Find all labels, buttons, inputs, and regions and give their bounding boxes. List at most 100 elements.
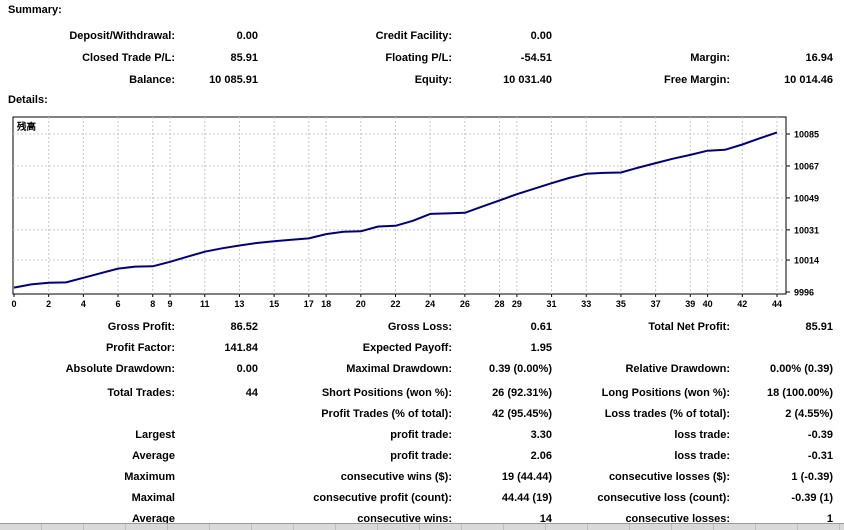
label-cell: Maximal Drawdown: bbox=[346, 363, 452, 375]
label-cell: Average bbox=[131, 513, 175, 525]
label-cell: Largest bbox=[135, 429, 175, 441]
stats-row: Maximum consecutive wins ($): 19 (44.44) co… bbox=[0, 467, 844, 488]
y-tick-label: 9996 bbox=[794, 288, 814, 298]
label-cell: Average bbox=[131, 450, 175, 462]
x-tick-label: 44 bbox=[772, 299, 782, 309]
stats-row: Total Trades: 44 Short Positions (won %): 2… bbox=[0, 383, 844, 404]
value-cell: -0.39 (1) bbox=[791, 492, 833, 504]
x-tick-label: 11 bbox=[200, 299, 210, 309]
value-cell: 42 (95.45%) bbox=[492, 408, 552, 420]
stats-row: Average consecutive wins: 14 consecutive lo… bbox=[0, 509, 844, 530]
x-tick-label: 18 bbox=[321, 299, 331, 309]
x-tick-label: 24 bbox=[425, 299, 435, 309]
summary-row: Deposit/Withdrawal: 0.00 Credit Facility: 0… bbox=[0, 25, 844, 47]
value-cell: 86.52 bbox=[230, 321, 258, 333]
value-cell: 19 (44.44) bbox=[501, 471, 552, 483]
stats-table-trades: Total Trades: 44 Short Positions (won %): 2… bbox=[0, 383, 844, 530]
value-cell bbox=[175, 404, 258, 425]
x-tick-label: 37 bbox=[651, 299, 661, 309]
label-cell: Gross Profit: bbox=[107, 321, 175, 333]
x-tick-label: 13 bbox=[234, 299, 244, 309]
value-cell: 3.30 bbox=[530, 429, 552, 441]
value-cell: 2.06 bbox=[530, 450, 552, 462]
label-cell: consecutive wins ($): bbox=[340, 471, 452, 483]
label-cell: Profit Factor: bbox=[105, 342, 175, 354]
details-heading: Details: bbox=[8, 94, 48, 106]
value-cell: 1 bbox=[826, 513, 833, 525]
x-tick-label: 0 bbox=[11, 299, 16, 309]
label-cell: loss trade: bbox=[674, 450, 730, 462]
label-cell: Balance: bbox=[129, 74, 175, 86]
value-cell bbox=[175, 488, 258, 509]
value-cell: -0.39 bbox=[807, 429, 833, 441]
value-cell: 16.94 bbox=[805, 52, 833, 64]
y-tick-label: 10067 bbox=[794, 161, 819, 171]
stats-row: Profit Factor: 141.84 Expected Payoff: 1.95 bbox=[0, 338, 844, 359]
plot-border bbox=[12, 116, 787, 295]
value-cell: 0.00 bbox=[530, 30, 552, 42]
value-cell bbox=[175, 446, 258, 467]
x-tick-label: 9 bbox=[168, 299, 173, 309]
x-tick-label: 39 bbox=[685, 299, 695, 309]
label-cell: Total Trades: bbox=[107, 387, 175, 399]
value-cell: 2 (4.55%) bbox=[785, 408, 833, 420]
stats-row: Largest profit trade: 3.30 loss trade: -0.39 bbox=[0, 425, 844, 446]
label-cell: Floating P/L: bbox=[385, 52, 452, 64]
x-tick-label: 26 bbox=[460, 299, 470, 309]
stats-row: Absolute Drawdown: 0.00 Maximal Drawdown: 0… bbox=[0, 359, 844, 380]
stats-row: Average profit trade: 2.06 loss trade: -0.31 bbox=[0, 446, 844, 467]
summary-row: Closed Trade P/L: 85.91 Floating P/L: -54.5… bbox=[0, 47, 844, 69]
value-cell bbox=[175, 467, 258, 488]
x-tick-label: 33 bbox=[581, 299, 591, 309]
label-cell: Long Positions (won %): bbox=[601, 387, 730, 399]
y-tick-label: 10031 bbox=[794, 225, 819, 235]
label-cell: Equity: bbox=[414, 74, 452, 86]
value-cell bbox=[730, 25, 833, 47]
value-cell: 0.00 bbox=[236, 30, 258, 42]
label-cell: consecutive losses: bbox=[625, 513, 730, 525]
label-cell bbox=[552, 338, 730, 359]
x-tick-label: 40 bbox=[703, 299, 713, 309]
label-cell: consecutive losses ($): bbox=[608, 471, 730, 483]
y-tick-label: 10049 bbox=[794, 193, 819, 203]
summary-heading: Summary: bbox=[8, 4, 62, 16]
label-cell bbox=[552, 25, 730, 47]
value-cell: 10 085.91 bbox=[209, 74, 258, 86]
balance-chart: 9996 10014 10031 10049 10067 10085 0 2 4 6 8 9 11 13 1… bbox=[0, 112, 844, 318]
value-cell: 0.00% (0.39) bbox=[770, 363, 833, 375]
x-tick-label: 4 bbox=[81, 299, 86, 309]
value-cell: 18 (100.00%) bbox=[766, 387, 833, 399]
y-tick-label: 10085 bbox=[794, 130, 819, 140]
x-tick-label: 28 bbox=[495, 299, 505, 309]
x-tick-label: 22 bbox=[390, 299, 400, 309]
stats-row: Gross Profit: 86.52 Gross Loss: 0.61 Total N… bbox=[0, 317, 844, 338]
x-tick-label: 2 bbox=[46, 299, 51, 309]
value-cell: 44 bbox=[245, 387, 258, 399]
label-cell: Closed Trade P/L: bbox=[82, 52, 175, 64]
y-tick-label: 10014 bbox=[794, 256, 819, 266]
x-tick-label: 20 bbox=[356, 299, 366, 309]
value-cell: 141.84 bbox=[224, 342, 258, 354]
label-cell: Gross Loss: bbox=[387, 321, 452, 333]
label-cell: Credit Facility: bbox=[375, 30, 452, 42]
x-tick-label: 31 bbox=[547, 299, 557, 309]
x-tick-label: 42 bbox=[737, 299, 747, 309]
chart-title-label: 残高 bbox=[17, 121, 37, 133]
value-cell: 10 031.40 bbox=[503, 74, 552, 86]
value-cell: 0.39 (0.00%) bbox=[489, 363, 552, 375]
value-cell bbox=[175, 425, 258, 446]
x-tick-label: 35 bbox=[616, 299, 626, 309]
x-tick-label: 17 bbox=[304, 299, 314, 309]
label-cell bbox=[0, 404, 175, 425]
x-tick-label: 29 bbox=[512, 299, 522, 309]
label-cell: profit trade: bbox=[390, 450, 452, 462]
label-cell: Deposit/Withdrawal: bbox=[69, 30, 175, 42]
value-cell: 26 (92.31%) bbox=[492, 387, 552, 399]
table-header-partial bbox=[0, 523, 844, 530]
stats-row: Maximal consecutive profit (count): 44.44 … bbox=[0, 488, 844, 509]
label-cell: Relative Drawdown: bbox=[625, 363, 730, 375]
summary-row: Balance: 10 085.91 Equity: 10 031.40 Free Ma… bbox=[0, 69, 844, 91]
value-cell: 0.00 bbox=[236, 363, 258, 375]
